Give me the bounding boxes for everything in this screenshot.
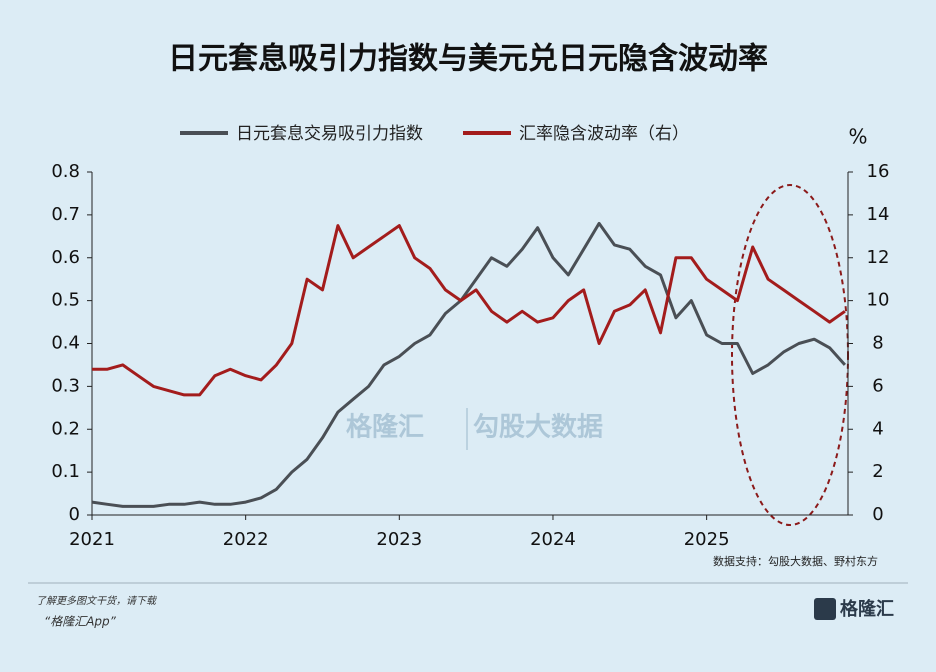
y-tick-label: 0.6 [51,247,80,268]
footer-app: “格隆汇App” [44,615,117,629]
y2-tick-label: 2 [872,461,883,482]
y-tick-label: 0.2 [51,418,80,439]
y2-tick-label: 16 [867,161,890,182]
logo-icon [814,598,836,620]
y2-tick-label: 8 [872,333,883,354]
y-tick-label: 0.4 [51,333,80,354]
x-tick-label: 2021 [69,529,115,550]
y2-unit: % [848,125,867,149]
y2-tick-label: 4 [872,418,883,439]
x-tick-label: 2022 [223,529,269,550]
source-note: 数据支持：勾股大数据、野村东方 [713,554,878,568]
logo: 格隆汇 [840,598,894,620]
legend-label: 汇率隐含波动率（右） [519,124,689,144]
watermark: 格隆汇 [346,412,424,443]
y2-tick-label: 6 [872,375,883,396]
y2-tick-label: 14 [867,204,890,225]
x-tick-label: 2023 [376,529,422,550]
y2-tick-label: 0 [872,504,883,525]
y-tick-label: 0.3 [51,375,80,396]
series-line [91,221,847,508]
y-tick-label: 0.7 [51,204,80,225]
legend-label: 日元套息交易吸引力指数 [236,124,423,144]
y2-tick-label: 10 [867,290,890,311]
y-tick-label: 0.5 [51,290,80,311]
footer-note: 了解更多图文干货，请下载 [36,595,158,607]
chart-title: 日元套息吸引力指数与美元兑日元隐含波动率 [168,42,768,77]
x-tick-label: 2025 [684,529,730,550]
watermark: 勾股大数据 [473,413,603,443]
y-tick-label: 0.8 [51,161,80,182]
series-line [92,224,846,397]
y2-tick-label: 12 [867,247,890,268]
x-tick-label: 2024 [530,529,576,550]
y-tick-label: 0 [69,504,80,525]
y-tick-label: 0.1 [51,461,80,482]
